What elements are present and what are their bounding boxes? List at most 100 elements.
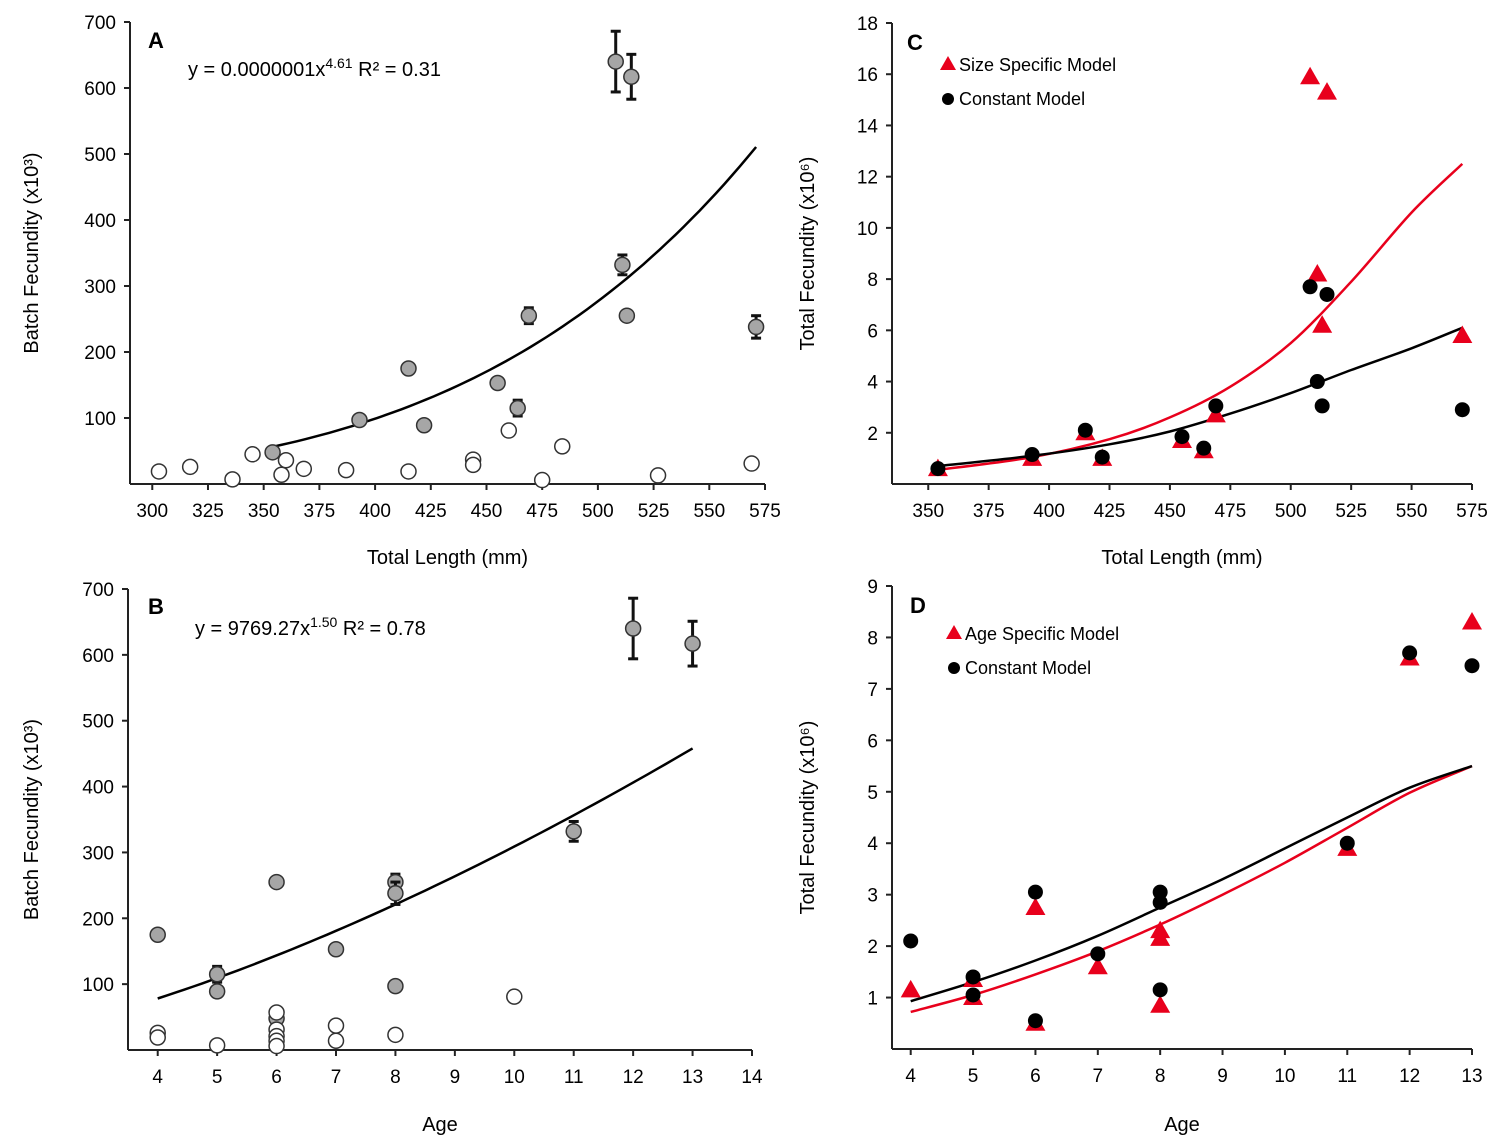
x-tick-label: 12 (623, 1067, 644, 1088)
constant-model-fit-curve (937, 326, 1463, 468)
data-point-filled (684, 635, 701, 652)
data-point-filled (264, 444, 281, 461)
data-point-open (500, 422, 518, 439)
x-tick-label: 400 (1033, 501, 1065, 522)
data-point-circle (1174, 429, 1190, 445)
x-tick-label: 500 (582, 501, 614, 522)
y-tick-label: 5 (867, 783, 878, 804)
data-point-filled (208, 983, 226, 1000)
x-tick-label: 300 (136, 501, 168, 522)
data-point-open (327, 1017, 345, 1034)
x-tick-label: 12 (1399, 1066, 1420, 1087)
chart-panel-c: 2 4 6 8 10 12 14 16 18 350 375 400 425 450 475 500 525 55… (797, 14, 1488, 569)
x-tick-label: 450 (1154, 501, 1186, 522)
data-point-filled (565, 823, 582, 840)
data-point-filled (618, 307, 636, 324)
equation-r2: R² = 0.31 (353, 59, 441, 81)
x-tick-label: 10 (1274, 1066, 1295, 1087)
x-tick-label: 450 (471, 501, 503, 522)
x-tick-label: 9 (1217, 1066, 1228, 1087)
data-point-circle (1208, 398, 1224, 414)
data-point-open (743, 455, 760, 472)
data-point-circle (1454, 402, 1470, 418)
y-tick-label: 2 (867, 424, 878, 445)
data-point-open (387, 1026, 404, 1044)
x-tick-label: 7 (1093, 1066, 1104, 1087)
x-tick-label: 11 (1337, 1066, 1357, 1087)
y-tick-label: 300 (84, 277, 116, 298)
x-tick-label: 325 (192, 501, 224, 522)
data-point-open (277, 451, 295, 469)
y-tick-label: 7 (867, 680, 878, 701)
data-point-open (268, 1037, 285, 1055)
data-point-filled (520, 307, 538, 324)
y-tick-label: 8 (867, 270, 878, 291)
y-tick-label: 18 (857, 14, 878, 35)
data-point-circle (1319, 286, 1335, 302)
legend-label: Constant Model (965, 658, 1091, 678)
x-axis-title: Age (1164, 1114, 1200, 1136)
y-tick-label: 12 (857, 168, 878, 189)
data-point-open (150, 463, 168, 480)
data-point-filled (327, 940, 345, 958)
data-point-triangle (1205, 404, 1226, 423)
equation-base: y = 0.0000001x (188, 59, 325, 81)
data-point-circle (1339, 835, 1355, 851)
x-tick-label: 350 (912, 501, 944, 522)
data-point-open (208, 1037, 226, 1054)
chart-panel-b: 100 200 300 400 500 600 700 4 5 6 7 8 9 10 11 12 13 14 Age… (21, 580, 763, 1136)
legend-triangle-icon (946, 625, 962, 639)
data-point-filled (268, 873, 285, 891)
data-point-filled (400, 360, 417, 377)
x-tick-label: 8 (1155, 1066, 1166, 1087)
y-tick-label: 500 (82, 712, 114, 733)
data-point-open (506, 988, 523, 1005)
y-tick-label: 600 (82, 646, 114, 667)
data-point-circle (1024, 447, 1040, 463)
x-tick-label: 13 (682, 1067, 703, 1088)
y-tick-label: 9 (867, 577, 878, 598)
x-axis-title: Age (422, 1114, 458, 1136)
legend-triangle-icon (940, 56, 956, 70)
data-point-circle (1152, 884, 1168, 900)
data-point-filled (747, 318, 765, 336)
data-point-open (553, 438, 571, 455)
data-point-circle (1196, 440, 1212, 456)
constant-model-fit-curve (910, 764, 1473, 1003)
data-point-circle (1094, 449, 1110, 465)
data-point-open (295, 460, 313, 478)
x-tick-label: 425 (1094, 501, 1126, 522)
equation-exponent: 1.50 (310, 614, 337, 630)
y-tick-label: 6 (867, 731, 878, 752)
data-point-circle (1027, 884, 1043, 900)
data-point-circle (1152, 982, 1168, 998)
y-tick-label: 4 (867, 373, 878, 394)
x-tick-label: 525 (1335, 501, 1367, 522)
data-point-circle (1314, 398, 1330, 414)
data-point-circle (965, 987, 981, 1003)
data-point-triangle (1317, 82, 1337, 100)
data-point-triangle (1452, 325, 1473, 343)
data-point-open (649, 467, 667, 484)
specific-model-fit-curve (910, 764, 1473, 1014)
x-tick-label: 350 (248, 501, 280, 522)
y-tick-label: 200 (84, 343, 116, 364)
y-axis-title: Batch Fecundity (x10³) (21, 719, 43, 920)
x-tick-label: 6 (271, 1067, 282, 1088)
panel-label: B (148, 594, 164, 619)
data-point-circle (1090, 946, 1106, 962)
data-point-circle (1027, 1013, 1043, 1029)
data-point-open (149, 1029, 166, 1046)
legend-circle-icon (942, 93, 954, 105)
x-tick-label: 550 (693, 501, 725, 522)
x-tick-label: 525 (638, 501, 670, 522)
fit-curve (272, 146, 758, 449)
data-point-filled (149, 926, 166, 943)
data-point-filled (387, 977, 404, 995)
y-tick-label: 400 (84, 211, 116, 232)
data-point-circle (1402, 645, 1418, 661)
data-point-filled (623, 68, 640, 86)
x-tick-label: 500 (1275, 501, 1307, 522)
x-tick-label: 5 (212, 1067, 223, 1088)
data-point-circle (930, 461, 946, 477)
